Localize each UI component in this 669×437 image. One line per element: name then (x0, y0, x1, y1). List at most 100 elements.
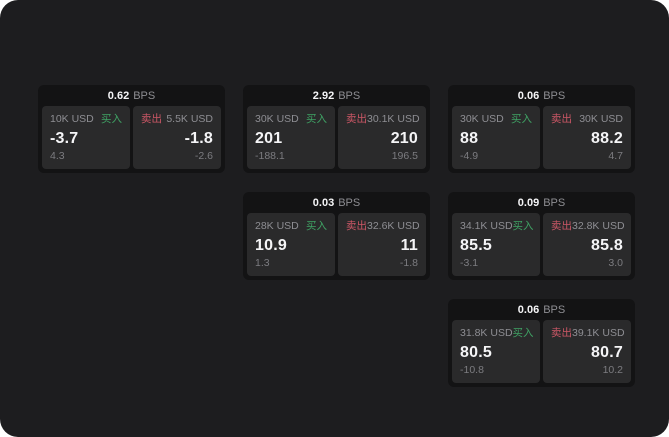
buy-panel[interactable]: 10K USD 买入 -3.7 4.3 (42, 106, 130, 169)
buy-side-label: 买入 (511, 113, 532, 125)
buy-sub-value: 4.3 (50, 150, 65, 162)
sell-sub-value: -1.8 (399, 257, 418, 269)
price-card: 0.62 BPS 10K USD 买入 -3.7 4.3 卖出 5.5K USD… (38, 85, 225, 173)
buy-amount: 31.8K USD (460, 327, 513, 339)
sell-panel[interactable]: 卖出 30K USD 88.2 4.7 (543, 106, 631, 169)
bps-value: 0.06 (517, 89, 540, 102)
bps-unit-label: BPS (543, 196, 566, 209)
sell-panel-top: 卖出 32.6K USD (346, 220, 420, 233)
buy-sub-value: -3.1 (460, 257, 479, 269)
card-header: 2.92 BPS (247, 85, 426, 106)
buy-panel[interactable]: 34.1K USD 买入 85.5 -3.1 (452, 213, 540, 276)
sell-panel-top: 卖出 32.8K USD (551, 220, 625, 233)
sell-side-label: 卖出 (141, 113, 162, 125)
sell-panel[interactable]: 卖出 32.8K USD 85.8 3.0 (543, 213, 631, 276)
sell-price-value: 11 (400, 237, 418, 254)
sell-side-label: 卖出 (551, 220, 572, 232)
sell-sub-value: 3.0 (608, 257, 623, 269)
sell-amount: 32.8K USD (572, 220, 625, 232)
buy-sub-value: -4.9 (460, 150, 479, 162)
sell-panel[interactable]: 卖出 30.1K USD 210 196.5 (338, 106, 426, 169)
sell-side-label: 卖出 (346, 220, 367, 232)
sell-panel-top: 卖出 30.1K USD (346, 113, 420, 126)
price-cards-grid: 0.62 BPS 10K USD 买入 -3.7 4.3 卖出 5.5K USD… (38, 85, 635, 387)
sell-amount: 30K USD (579, 113, 623, 125)
sell-sub-value: 196.5 (391, 150, 418, 162)
sell-panel[interactable]: 卖出 39.1K USD 80.7 10.2 (543, 320, 631, 383)
buy-side-label: 买入 (306, 220, 327, 232)
buy-amount: 34.1K USD (460, 220, 513, 232)
sell-panel-top: 卖出 39.1K USD (551, 327, 625, 340)
buy-panel-top: 30K USD 买入 (255, 113, 327, 126)
sell-side-label: 卖出 (346, 113, 367, 125)
bps-unit-label: BPS (338, 196, 361, 209)
buy-sell-panels: 28K USD 买入 10.9 1.3 卖出 32.6K USD 11 -1.8 (247, 213, 426, 276)
price-card: 0.06 BPS 31.8K USD 买入 80.5 -10.8 卖出 39.1… (448, 299, 635, 387)
bps-value: 0.03 (312, 196, 335, 209)
price-card: 0.03 BPS 28K USD 买入 10.9 1.3 卖出 32.6K US… (243, 192, 430, 280)
buy-sub-value: 1.3 (255, 257, 270, 269)
bps-value: 2.92 (312, 89, 335, 102)
card-header: 0.06 BPS (452, 85, 631, 106)
buy-panel[interactable]: 30K USD 买入 88 -4.9 (452, 106, 540, 169)
buy-sub-value: -188.1 (255, 150, 285, 162)
buy-sell-panels: 10K USD 买入 -3.7 4.3 卖出 5.5K USD -1.8 -2.… (42, 106, 221, 169)
sell-side-label: 卖出 (551, 327, 572, 339)
buy-price-value: 80.5 (460, 344, 492, 361)
buy-amount: 30K USD (460, 113, 504, 125)
buy-sub-value: -10.8 (460, 364, 484, 376)
sell-price-value: 85.8 (591, 237, 623, 254)
buy-side-label: 买入 (512, 327, 534, 339)
buy-amount: 28K USD (255, 220, 299, 232)
sell-amount: 39.1K USD (572, 327, 625, 339)
price-card: 2.92 BPS 30K USD 买入 201 -188.1 卖出 30.1K … (243, 85, 430, 173)
buy-price-value: 201 (255, 130, 283, 147)
sell-side-label: 卖出 (551, 113, 572, 125)
sell-amount: 30.1K USD (367, 113, 420, 125)
buy-panel-top: 10K USD 买入 (50, 113, 122, 126)
buy-panel-top: 30K USD 买入 (460, 113, 532, 126)
sell-price-value: -1.8 (184, 130, 213, 147)
bps-unit-label: BPS (338, 89, 361, 102)
buy-side-label: 买入 (306, 113, 327, 125)
buy-panel-top: 31.8K USD 买入 (460, 327, 534, 340)
buy-panel-top: 28K USD 买入 (255, 220, 327, 233)
buy-sell-panels: 31.8K USD 买入 80.5 -10.8 卖出 39.1K USD 80.… (452, 320, 631, 383)
sell-panel-top: 卖出 30K USD (551, 113, 623, 126)
buy-amount: 10K USD (50, 113, 94, 125)
sell-panel-top: 卖出 5.5K USD (141, 113, 213, 126)
buy-side-label: 买入 (101, 113, 122, 125)
buy-amount: 30K USD (255, 113, 299, 125)
bps-value: 0.06 (517, 303, 540, 316)
buy-sell-panels: 30K USD 买入 201 -188.1 卖出 30.1K USD 210 1… (247, 106, 426, 169)
buy-price-value: 88 (460, 130, 479, 147)
bps-unit-label: BPS (543, 303, 566, 316)
buy-panel[interactable]: 31.8K USD 买入 80.5 -10.8 (452, 320, 540, 383)
buy-price-value: -3.7 (50, 130, 79, 147)
price-card: 0.06 BPS 30K USD 买入 88 -4.9 卖出 30K USD 8… (448, 85, 635, 173)
bps-value: 0.09 (517, 196, 540, 209)
buy-panel[interactable]: 28K USD 买入 10.9 1.3 (247, 213, 335, 276)
sell-amount: 5.5K USD (166, 113, 213, 125)
buy-panel-top: 34.1K USD 买入 (460, 220, 534, 233)
card-header: 0.03 BPS (247, 192, 426, 213)
sell-panel[interactable]: 卖出 5.5K USD -1.8 -2.6 (133, 106, 221, 169)
sell-price-value: 210 (390, 130, 418, 147)
card-header: 0.62 BPS (42, 85, 221, 106)
bps-unit-label: BPS (133, 89, 156, 102)
buy-sell-panels: 30K USD 买入 88 -4.9 卖出 30K USD 88.2 4.7 (452, 106, 631, 169)
bps-value: 0.62 (107, 89, 130, 102)
card-header: 0.09 BPS (452, 192, 631, 213)
sell-amount: 32.6K USD (367, 220, 420, 232)
buy-panel[interactable]: 30K USD 买入 201 -188.1 (247, 106, 335, 169)
buy-price-value: 10.9 (255, 237, 287, 254)
sell-sub-value: -2.6 (194, 150, 213, 162)
buy-side-label: 买入 (512, 220, 534, 232)
sell-panel[interactable]: 卖出 32.6K USD 11 -1.8 (338, 213, 426, 276)
sell-price-value: 80.7 (591, 344, 623, 361)
buy-sell-panels: 34.1K USD 买入 85.5 -3.1 卖出 32.8K USD 85.8… (452, 213, 631, 276)
price-card: 0.09 BPS 34.1K USD 买入 85.5 -3.1 卖出 32.8K… (448, 192, 635, 280)
buy-price-value: 85.5 (460, 237, 492, 254)
bps-unit-label: BPS (543, 89, 566, 102)
